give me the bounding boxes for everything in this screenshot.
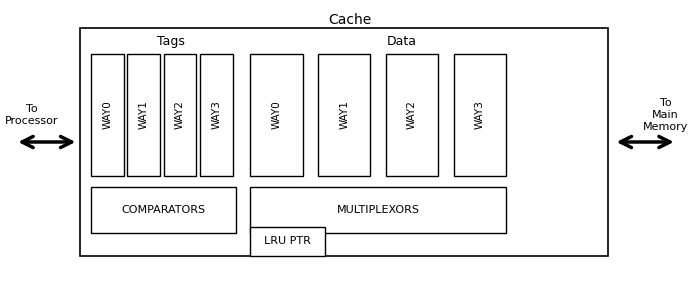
Bar bbox=[250, 227, 325, 256]
Bar bbox=[127, 54, 160, 176]
Text: WAY3: WAY3 bbox=[211, 101, 222, 130]
Text: To
Main
Memory: To Main Memory bbox=[643, 99, 688, 131]
Bar bbox=[318, 54, 370, 176]
Text: WAY2: WAY2 bbox=[407, 101, 417, 130]
Text: WAY2: WAY2 bbox=[175, 101, 185, 130]
Text: Tags: Tags bbox=[157, 35, 185, 48]
Bar bbox=[386, 54, 438, 176]
Text: To
Processor: To Processor bbox=[5, 104, 58, 126]
Text: COMPARATORS: COMPARATORS bbox=[122, 205, 206, 215]
Bar bbox=[250, 54, 303, 176]
Bar bbox=[91, 54, 124, 176]
Bar bbox=[80, 28, 608, 256]
Bar bbox=[200, 54, 233, 176]
Bar bbox=[164, 54, 196, 176]
Bar bbox=[91, 187, 236, 233]
Text: WAY3: WAY3 bbox=[475, 101, 485, 130]
Text: WAY0: WAY0 bbox=[102, 101, 113, 130]
Text: WAY1: WAY1 bbox=[138, 101, 149, 130]
Text: Data: Data bbox=[387, 35, 417, 48]
Text: Cache: Cache bbox=[328, 13, 371, 27]
Text: WAY1: WAY1 bbox=[339, 101, 350, 130]
Bar bbox=[250, 187, 506, 233]
Bar bbox=[454, 54, 506, 176]
Text: WAY0: WAY0 bbox=[271, 101, 282, 130]
Text: LRU PTR: LRU PTR bbox=[264, 236, 311, 247]
Text: MULTIPLEXORS: MULTIPLEXORS bbox=[337, 205, 419, 215]
